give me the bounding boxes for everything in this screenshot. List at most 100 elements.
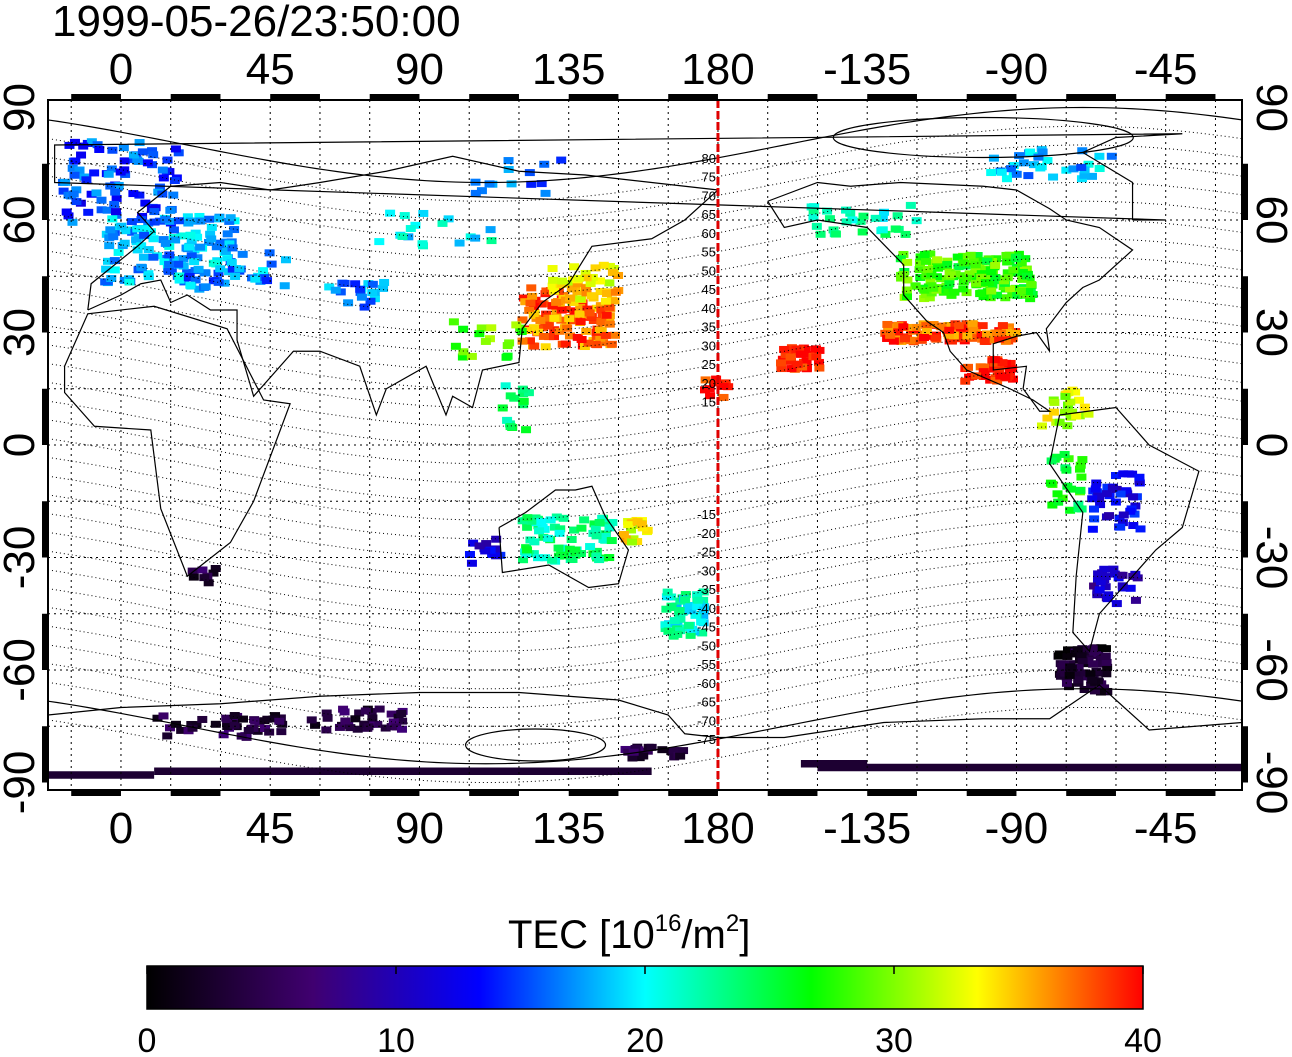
tec-sample <box>698 606 709 614</box>
tec-sample <box>1087 495 1098 503</box>
tec-sample <box>964 373 975 381</box>
tec-sample <box>675 615 686 623</box>
frame-ticks <box>42 94 1248 796</box>
tec-sample <box>524 306 535 314</box>
tec-sample <box>899 335 910 343</box>
lon-label-bottom: -90 <box>985 804 1049 853</box>
tec-sample <box>158 174 169 182</box>
tec-sample <box>518 294 529 302</box>
tec-sample <box>1072 646 1083 654</box>
tec-sample <box>594 326 605 334</box>
tec-sample <box>910 282 921 290</box>
tec-sample <box>264 249 275 257</box>
tec-sample <box>528 311 539 319</box>
tec-sample <box>944 280 955 288</box>
tec-sample <box>551 513 562 521</box>
tec-sample <box>610 288 621 296</box>
tec-sample <box>74 166 85 174</box>
tec-sample <box>587 273 598 281</box>
lat-label-left: -60 <box>0 638 44 702</box>
tec-sample <box>1100 652 1111 660</box>
tec-sample <box>1059 660 1070 668</box>
tec-sample <box>109 266 120 274</box>
tec-sample <box>1089 582 1100 590</box>
tec-sample <box>330 286 341 294</box>
tec-sample <box>89 169 100 177</box>
tec-sample <box>547 282 558 290</box>
tec-sample <box>119 239 130 247</box>
tec-sample <box>157 166 168 174</box>
tec-sample <box>466 352 477 360</box>
tec-sample <box>324 283 335 291</box>
tec-sample <box>520 298 531 306</box>
tec-sample <box>982 330 993 338</box>
tec-sample <box>533 554 544 562</box>
tec-sample <box>1061 466 1072 474</box>
tec-sample <box>489 550 500 558</box>
tec-sample <box>627 754 638 762</box>
tec-sample <box>660 621 671 629</box>
tec-sample <box>191 721 202 729</box>
lon-label-bottom: 180 <box>681 804 754 853</box>
tec-sample <box>590 340 601 348</box>
tec-sample <box>680 596 691 604</box>
tec-sample <box>526 517 537 525</box>
tec-sample <box>967 321 978 329</box>
tec-sample <box>902 258 913 266</box>
tec-sample <box>173 260 184 268</box>
tec-sample <box>71 198 82 206</box>
frame-bar <box>270 94 320 100</box>
mag-contour <box>48 106 1242 184</box>
mag-lat-label: -20 <box>697 526 716 541</box>
tec-sample <box>134 191 145 199</box>
tec-sample <box>457 353 468 361</box>
tec-sample <box>718 382 729 390</box>
tec-sample <box>100 278 111 286</box>
frame-bar <box>668 94 718 100</box>
tec-sample <box>1001 175 1012 183</box>
tec-sample <box>396 710 407 718</box>
tec-sample <box>474 542 485 550</box>
tec-sample <box>995 329 1006 337</box>
tec-sample <box>997 322 1008 330</box>
tec-sample <box>822 207 833 215</box>
tec-sample <box>468 539 479 547</box>
tec-sample <box>139 225 150 233</box>
tec-sample <box>522 514 533 522</box>
tec-sample <box>350 280 361 288</box>
tec-sample <box>693 596 704 604</box>
tec-sample <box>1070 650 1081 658</box>
tec-sample <box>566 285 577 293</box>
tec-sample <box>628 748 639 756</box>
tec-sample <box>203 579 214 587</box>
tec-sample <box>1117 519 1128 527</box>
tec-sample <box>105 226 116 234</box>
tec-sample <box>963 363 974 371</box>
tec-sample <box>1077 147 1088 155</box>
lon-label-top: -90 <box>985 45 1049 94</box>
tec-sample <box>443 215 454 223</box>
tec-sample <box>581 284 592 292</box>
tec-sample <box>962 274 973 282</box>
coast-australia <box>498 485 630 589</box>
tec-sample <box>785 357 796 365</box>
tec-sample <box>1089 687 1100 695</box>
tec-sample <box>126 218 137 226</box>
tec-sample <box>1065 506 1076 514</box>
mag-lat-label: -50 <box>697 638 716 653</box>
tec-sample <box>69 138 80 146</box>
tec-sample <box>205 230 216 238</box>
tec-sample <box>274 717 285 725</box>
tec-sample <box>1006 335 1017 343</box>
frame-bar <box>42 726 48 783</box>
tec-sample <box>953 263 964 271</box>
tec-sample <box>942 285 953 293</box>
tec-sample <box>536 180 547 188</box>
tec-sample <box>662 588 673 596</box>
tec-sample <box>879 208 890 216</box>
tec-sample <box>68 190 79 198</box>
tec-sample <box>227 265 238 273</box>
tec-sample <box>976 257 987 265</box>
frame-bar <box>1165 790 1216 796</box>
